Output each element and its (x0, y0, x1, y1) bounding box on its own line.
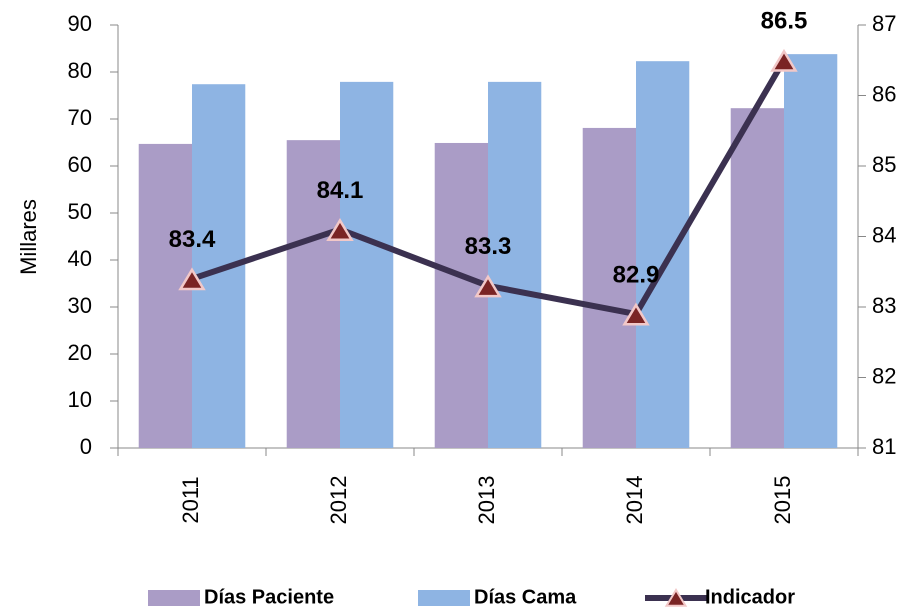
y-tick-label: 60 (68, 152, 92, 177)
y2-tick-label: 86 (872, 81, 896, 106)
y-tick-label: 80 (68, 58, 92, 83)
y-axis-title: Millares (16, 199, 41, 275)
x-tick-label: 2012 (326, 476, 351, 525)
bar (636, 61, 690, 448)
y2-tick-label: 87 (872, 11, 896, 36)
marker (326, 218, 354, 241)
marker (178, 267, 206, 291)
y-tick-label: 20 (68, 340, 92, 365)
bar (286, 140, 340, 448)
y-tick-label: 0 (80, 434, 92, 459)
bar (488, 81, 542, 449)
bar (582, 127, 636, 449)
legend-swatch (418, 590, 470, 606)
data-label: 84.1 (317, 177, 364, 204)
data-label: 86.5 (761, 8, 808, 35)
marker (622, 302, 650, 326)
x-tick-label: 2015 (770, 476, 795, 525)
legend-label: Indicador (705, 586, 795, 608)
data-label: 82.9 (613, 261, 660, 288)
y-tick-label: 30 (68, 293, 92, 318)
data-label: 83.4 (169, 226, 216, 253)
y2-tick-label: 83 (872, 293, 896, 318)
y2-tick-label: 85 (872, 152, 896, 177)
y2-tick-label: 84 (872, 222, 896, 247)
bar (730, 108, 784, 448)
y2-tick-label: 81 (872, 434, 896, 459)
data-label: 83.3 (465, 233, 512, 260)
bar (340, 81, 394, 449)
y-tick-label: 50 (68, 199, 92, 224)
marker (474, 274, 502, 298)
x-tick-label: 2013 (474, 476, 499, 525)
y-tick-label: 10 (68, 387, 92, 412)
bar (784, 54, 838, 448)
x-tick-label: 2011 (178, 476, 203, 523)
legend-label: Días Paciente (204, 586, 334, 608)
y-tick-label: 90 (68, 11, 92, 36)
y2-tick-label: 82 (872, 363, 896, 388)
legend-swatch (148, 590, 200, 606)
y-tick-label: 40 (68, 246, 92, 271)
y-tick-label: 70 (68, 105, 92, 130)
legend-marker (664, 588, 688, 607)
legend-label: Días Cama (474, 586, 577, 608)
bar (138, 143, 192, 448)
marker (770, 48, 798, 72)
x-tick-label: 2014 (622, 476, 647, 525)
